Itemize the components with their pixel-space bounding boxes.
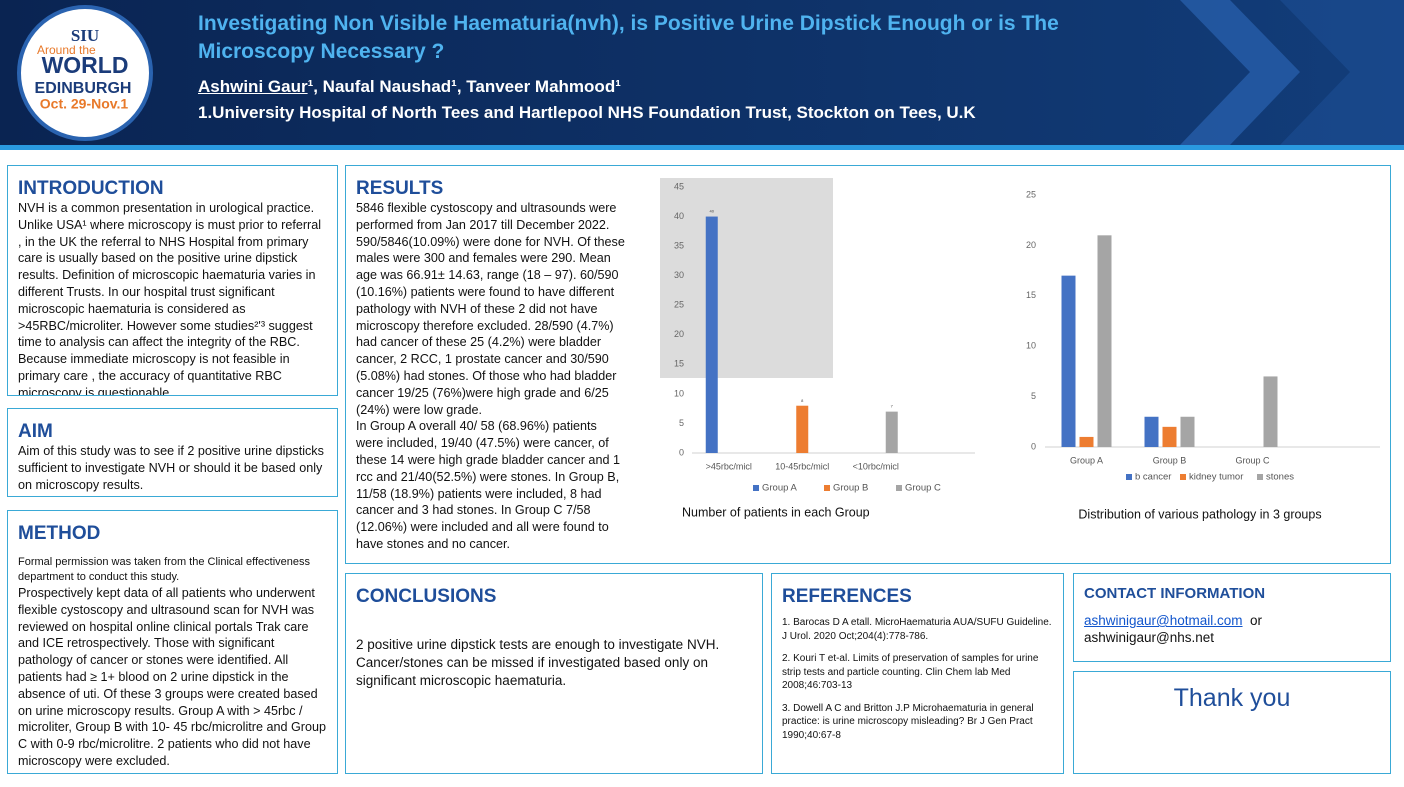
paragraph: 5846 flexible cystoscopy and ultrasounds… (356, 201, 625, 417)
presenter: Ashwini Gaur (198, 77, 308, 96)
logo-org: SIU (71, 26, 99, 45)
coauthors: ¹, Naufal Naushad¹, Tanveer Mahmood¹ (307, 77, 621, 96)
logo-dates: Oct. 29-Nov.1 (40, 96, 129, 112)
logo-around: Around the (37, 43, 96, 57)
paragraph: 2 positive urine dipstick tests are enou… (356, 637, 720, 688)
poster-title: Investigating Non Visible Haematuria(nvh… (198, 12, 1059, 63)
reference: 3. Dowell A C and Britton J.P Microhaema… (782, 702, 1034, 741)
contact-panel: CONTACT INFORMATION ashwinigaur@hotmail.… (1073, 573, 1391, 662)
aim-panel: AIM Aim of this study was to see if 2 po… (7, 408, 338, 497)
or: or (1250, 613, 1263, 628)
thanks: Thank you (1173, 684, 1291, 712)
conclusions-panel: CONCLUSIONS 2 positive urine dipstick te… (345, 573, 763, 774)
heading: INTRODUCTION (18, 178, 164, 199)
reference: 2. Kouri T et-al. Limits of preservation… (782, 653, 1039, 691)
heading: AIM (18, 421, 53, 442)
results-panel: RESULTS 5846 flexible cystoscopy and ult… (345, 165, 1391, 564)
paragraph: Aim of this study was to see if 2 positi… (18, 444, 324, 492)
email: ashwinigaur@nhs.net (1084, 630, 1215, 645)
heading: RESULTS (356, 178, 444, 199)
heading: REFERENCES (782, 586, 912, 607)
email-link[interactable]: ashwinigaur@hotmail.com (1084, 613, 1243, 628)
heading: METHOD (18, 523, 101, 544)
heading: CONCLUSIONS (356, 586, 497, 607)
reference: 1. Barocas D A etall. MicroHaematuria AU… (782, 617, 1052, 642)
logo-city: EDINBURGH (35, 80, 132, 97)
header-banner: SIU Around the WORLD EDINBURGH Oct. 29-N… (0, 0, 1404, 150)
references-panel: REFERENCES 1. Barocas D A etall. MicroHa… (771, 573, 1064, 774)
introduction-panel: INTRODUCTION NVH is a common presentatio… (7, 165, 338, 396)
paragraph: Prospectively kept data of all patients … (18, 586, 326, 768)
method-panel: METHOD Formal permission was taken from … (7, 510, 338, 774)
affiliation: 1.University Hospital of North Tees and … (198, 103, 976, 122)
paragraph: NVH is a common presentation in urologic… (18, 201, 322, 396)
note: Formal permission was taken from the Cli… (18, 556, 311, 583)
heading: CONTACT INFORMATION (1084, 585, 1266, 602)
paragraph: In Group A overall 40/ 58 (68.96%) patie… (356, 419, 620, 551)
logo-world: WORLD (42, 52, 129, 78)
authors: Ashwini Gaur¹, Naufal Naushad¹, Tanveer … (198, 77, 621, 97)
thanks-panel: Thank you (1073, 671, 1391, 774)
